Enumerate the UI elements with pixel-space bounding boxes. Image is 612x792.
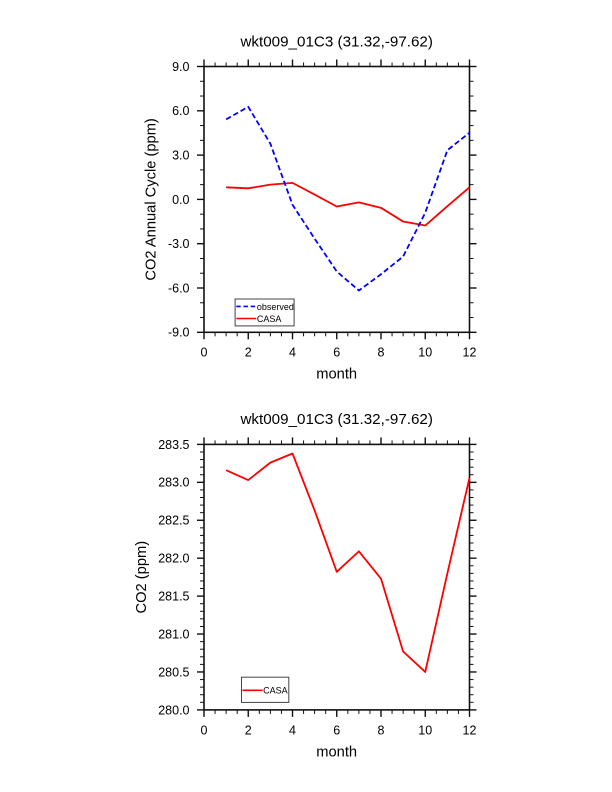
- svg-text:month: month: [316, 745, 357, 761]
- svg-text:281.5: 281.5: [158, 590, 189, 604]
- svg-text:283.0: 283.0: [158, 476, 189, 490]
- svg-text:283.5: 283.5: [158, 438, 189, 452]
- svg-text:CASA: CASA: [257, 314, 282, 324]
- svg-text:282.5: 282.5: [158, 514, 189, 528]
- svg-text:282.0: 282.0: [158, 552, 189, 566]
- svg-text:6: 6: [333, 345, 340, 359]
- svg-text:2: 2: [245, 345, 252, 359]
- svg-text:CO2 (ppm): CO2 (ppm): [134, 541, 150, 614]
- svg-text:0.0: 0.0: [172, 193, 189, 207]
- svg-text:CO2 Annual Cycle (ppm): CO2 Annual Cycle (ppm): [143, 118, 159, 280]
- svg-text:4: 4: [289, 724, 296, 738]
- svg-text:month: month: [316, 367, 357, 383]
- svg-text:12: 12: [463, 724, 477, 738]
- svg-text:0: 0: [201, 345, 208, 359]
- svg-text:9.0: 9.0: [172, 60, 189, 74]
- svg-text:10: 10: [418, 345, 432, 359]
- svg-text:-3.0: -3.0: [168, 237, 190, 251]
- svg-text:CASA: CASA: [263, 686, 288, 696]
- svg-text:wkt009_01C3 (31.32,-97.62): wkt009_01C3 (31.32,-97.62): [239, 411, 433, 428]
- svg-text:281.0: 281.0: [158, 627, 189, 641]
- svg-text:280.5: 280.5: [158, 665, 189, 679]
- svg-text:wkt009_01C3 (31.32,-97.62): wkt009_01C3 (31.32,-97.62): [239, 34, 433, 51]
- svg-text:2: 2: [245, 724, 252, 738]
- svg-text:-6.0: -6.0: [168, 281, 190, 295]
- svg-text:6.0: 6.0: [172, 104, 189, 118]
- svg-text:3.0: 3.0: [172, 149, 189, 163]
- svg-text:0: 0: [201, 724, 208, 738]
- svg-text:4: 4: [289, 345, 296, 359]
- svg-text:observed: observed: [257, 302, 294, 312]
- svg-text:10: 10: [418, 724, 432, 738]
- svg-text:280.0: 280.0: [158, 703, 189, 717]
- svg-text:8: 8: [378, 345, 385, 359]
- svg-text:12: 12: [463, 345, 477, 359]
- svg-text:-9.0: -9.0: [168, 326, 190, 340]
- svg-text:6: 6: [333, 724, 340, 738]
- svg-text:8: 8: [378, 724, 385, 738]
